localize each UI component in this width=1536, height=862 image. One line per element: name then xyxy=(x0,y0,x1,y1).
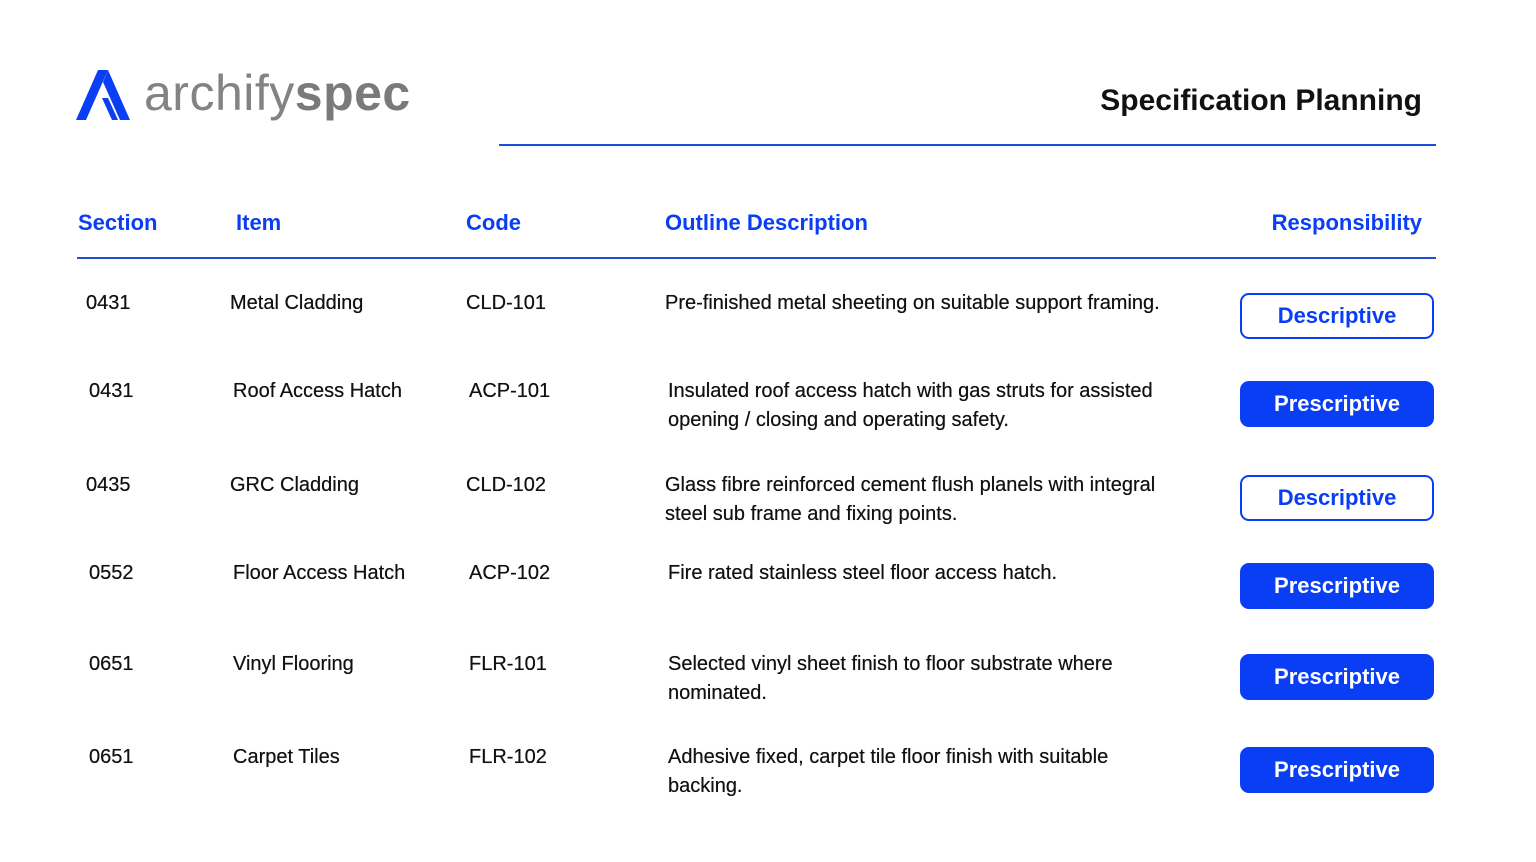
brand-logo: archifyspec xyxy=(76,65,411,122)
responsibility-descriptive-button[interactable]: Descriptive xyxy=(1240,293,1434,339)
cell-item: Floor Access Hatch xyxy=(233,562,406,584)
cell-item: Roof Access Hatch xyxy=(233,380,402,402)
page-title: Specification Planning xyxy=(1100,84,1422,117)
cell-code: ACP-101 xyxy=(469,380,551,402)
cell-description: Selected vinyl sheet finish to floor sub… xyxy=(668,653,1113,704)
cell-code: ACP-102 xyxy=(469,562,551,584)
cell-description: Pre-finished metal sheeting on suitable … xyxy=(665,292,1160,314)
cell-code: CLD-102 xyxy=(466,474,547,496)
table-row: 0435 GRC Cladding CLD-102 Glass fibre re… xyxy=(0,471,1536,551)
column-header-section: Section xyxy=(78,210,158,235)
table-row: 0651 Vinyl Flooring FLR-101 Selected vin… xyxy=(0,650,1536,730)
column-header-item: Item xyxy=(236,210,282,235)
cell-section: 0651 xyxy=(89,653,134,675)
cell-description: Fire rated stainless steel floor access … xyxy=(668,562,1058,584)
column-header-outline-description: Outline Description xyxy=(665,210,868,235)
cell-section: 0435 xyxy=(86,474,131,496)
cell-section: 0431 xyxy=(86,292,131,314)
cell-code: FLR-101 xyxy=(469,653,547,675)
cell-item: Metal Cladding xyxy=(230,292,364,314)
cell-description: Glass fibre reinforced cement flush plan… xyxy=(665,474,1156,525)
divider xyxy=(499,144,1436,146)
table-row: 0431 Metal Cladding CLD-101 Pre-finished… xyxy=(0,289,1536,369)
cell-item: Vinyl Flooring xyxy=(233,653,354,675)
cell-description: Insulated roof access hatch with gas str… xyxy=(668,380,1153,431)
table-row: 0651 Carpet Tiles FLR-102 Adhesive fixed… xyxy=(0,743,1536,823)
archify-a-logo-icon xyxy=(76,70,130,120)
cell-code: FLR-102 xyxy=(469,746,547,768)
cell-item: Carpet Tiles xyxy=(233,746,340,768)
cell-section: 0431 xyxy=(89,380,134,402)
column-header-code: Code xyxy=(466,210,521,235)
cell-item: GRC Cladding xyxy=(230,474,359,496)
cell-section: 0552 xyxy=(89,562,134,584)
brand-name: archifyspec xyxy=(144,65,411,121)
responsibility-descriptive-button[interactable]: Descriptive xyxy=(1240,475,1434,521)
table-row: 0552 Floor Access Hatch ACP-102 Fire rat… xyxy=(0,559,1536,639)
cell-section: 0651 xyxy=(89,746,134,768)
table-row: 0431 Roof Access Hatch ACP-101 Insulated… xyxy=(0,377,1536,457)
cell-code: CLD-101 xyxy=(466,292,547,314)
responsibility-prescriptive-button[interactable]: Prescriptive xyxy=(1240,747,1434,793)
column-header-responsibility: Responsibility xyxy=(1271,210,1422,235)
responsibility-prescriptive-button[interactable]: Prescriptive xyxy=(1240,563,1434,609)
cell-description: Adhesive fixed, carpet tile floor finish… xyxy=(668,746,1109,797)
responsibility-prescriptive-button[interactable]: Prescriptive xyxy=(1240,654,1434,700)
responsibility-prescriptive-button[interactable]: Prescriptive xyxy=(1240,381,1434,427)
divider xyxy=(77,257,1436,259)
